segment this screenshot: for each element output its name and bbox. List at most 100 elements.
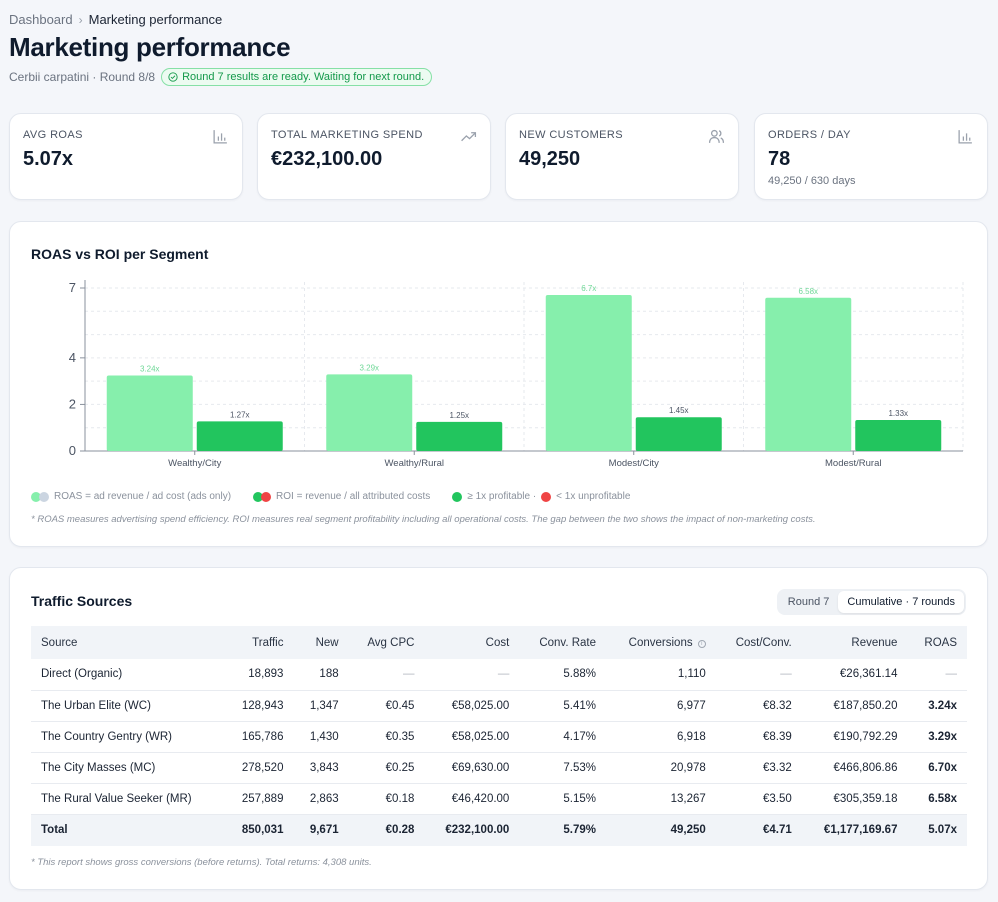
data-label: 3.29x bbox=[359, 363, 379, 372]
page-subtitle: Cerbii carpatini · Round 8/8 bbox=[9, 70, 156, 84]
data-label: 3.24x bbox=[140, 365, 160, 374]
table-row[interactable]: Direct (Organic) 18,893 188— —5.88% 1,110— €2… bbox=[31, 659, 967, 691]
col-header-conversions-label: Conversions bbox=[628, 636, 693, 649]
total-revenue: €1,177,169.67 bbox=[801, 814, 908, 846]
cell-traffic: 165,786 bbox=[223, 721, 294, 753]
cell-source: The Country Gentry (WR) bbox=[31, 721, 224, 753]
cell-cost-per-conv: €3.50 bbox=[715, 783, 802, 815]
chart-footnote: * ROAS measures advertising spend effici… bbox=[31, 514, 816, 525]
toggle-cumulative[interactable]: Cumulative · 7 rounds bbox=[838, 591, 964, 613]
roi-swatch-icon bbox=[253, 491, 272, 502]
cell-traffic: 128,943 bbox=[223, 690, 294, 722]
page-subtitle-row: Cerbii carpatini · Round 8/8 Round 7 res… bbox=[9, 68, 433, 86]
traffic-sources-table: Source Traffic New Avg CPC Cost Conv. Ra… bbox=[31, 626, 967, 846]
total-cost-per-conv: €4.71 bbox=[715, 814, 802, 846]
cell-avg-cpc: €0.45 bbox=[348, 690, 425, 722]
col-header-revenue[interactable]: Revenue bbox=[801, 626, 908, 659]
unprofitable-swatch-icon bbox=[541, 491, 552, 502]
total-avg-cpc: €0.28 bbox=[348, 814, 425, 846]
roas-swatch-icon bbox=[31, 491, 49, 502]
info-icon[interactable]: i bbox=[697, 639, 706, 648]
cell-cost: — bbox=[424, 659, 520, 691]
cell-revenue: €26,361.14 bbox=[801, 659, 908, 691]
data-label: 6.58x bbox=[798, 287, 818, 296]
kpi-card-total-spend: TOTAL MARKETING SPEND €232,100.00 bbox=[257, 113, 491, 200]
cell-revenue: €187,850.20 bbox=[801, 690, 908, 722]
roi-bar bbox=[635, 417, 722, 451]
cell-traffic: 278,520 bbox=[223, 752, 294, 784]
data-label: 1.27x bbox=[230, 410, 250, 419]
total-conv-rate: 5.79% bbox=[519, 814, 607, 846]
toggle-round-7[interactable]: Round 7 bbox=[787, 596, 830, 608]
cell-conv-rate: 5.88% bbox=[519, 659, 607, 691]
page-title: Marketing performance bbox=[9, 32, 291, 62]
col-header-new[interactable]: New bbox=[293, 626, 349, 659]
col-header-cost[interactable]: Cost bbox=[424, 626, 520, 659]
x-tick-label: Wealthy/City bbox=[168, 458, 221, 469]
trending-up-icon bbox=[461, 132, 477, 142]
cell-cost-per-conv: €8.39 bbox=[715, 721, 802, 753]
legend-profitable-label: ≥ 1x profitable · bbox=[467, 491, 537, 502]
table-row[interactable]: The Urban Elite (WC) 128,943 1,347 €0.45 €58… bbox=[31, 690, 967, 722]
roas-bar bbox=[765, 297, 852, 451]
cell-roas: 6.70x bbox=[907, 752, 967, 784]
col-header-avg-cpc[interactable]: Avg CPC bbox=[348, 626, 425, 659]
kpi-value: 5.07x bbox=[23, 148, 74, 170]
kpi-subtext: 49,250 / 630 days bbox=[768, 175, 856, 187]
table-row[interactable]: The Rural Value Seeker (MR) 257,889 2,863 €… bbox=[31, 783, 967, 815]
cell-conv-rate: 7.53% bbox=[519, 752, 607, 784]
total-traffic: 850,031 bbox=[223, 814, 294, 846]
cell-cost-per-conv: €3.32 bbox=[715, 752, 802, 784]
col-header-cost-per-conv[interactable]: Cost/Conv. bbox=[715, 626, 802, 659]
cell-new: 2,863 bbox=[293, 783, 349, 815]
roi-bar bbox=[196, 421, 283, 451]
y-tick-label: 2 bbox=[69, 396, 76, 411]
table-total-row: Total 850,031 9,671 €0.28 €232,100.00 5.79% 49… bbox=[31, 814, 967, 846]
breadcrumb-current: Marketing performance bbox=[88, 12, 223, 27]
cell-roas: 6.58x bbox=[907, 783, 967, 815]
cell-traffic: 257,889 bbox=[223, 783, 294, 815]
kpi-label: NEW CUSTOMERS bbox=[519, 129, 624, 141]
users-icon bbox=[708, 129, 725, 143]
col-header-conversions[interactable]: Conversions i bbox=[606, 626, 716, 659]
cell-conversions: 1,110 bbox=[606, 659, 716, 691]
cell-avg-cpc: €0.18 bbox=[348, 783, 425, 815]
kpi-label: TOTAL MARKETING SPEND bbox=[271, 129, 423, 141]
breadcrumb-dashboard-link[interactable]: Dashboard bbox=[9, 12, 73, 27]
status-text: Round 7 results are ready. Waiting for n… bbox=[182, 71, 425, 83]
kpi-card-avg-roas: AVG ROAS 5.07x bbox=[9, 113, 243, 200]
col-header-roas[interactable]: ROAS bbox=[907, 626, 967, 659]
cell-conv-rate: 5.41% bbox=[519, 690, 607, 722]
cell-conversions: 13,267 bbox=[606, 783, 716, 815]
cell-conversions: 6,977 bbox=[606, 690, 716, 722]
table-body: Direct (Organic) 18,893 188— —5.88% 1,110— €2… bbox=[31, 659, 967, 846]
col-header-conv-rate[interactable]: Conv. Rate bbox=[519, 626, 607, 659]
bar-chart-icon bbox=[958, 130, 972, 144]
table-row[interactable]: The City Masses (MC) 278,520 3,843 €0.25 €69… bbox=[31, 752, 967, 784]
col-header-source[interactable]: Source bbox=[31, 626, 224, 659]
total-source: Total bbox=[31, 814, 224, 846]
traffic-sources-card: Traffic Sources Round 7 Cumulative · 7 r… bbox=[9, 567, 988, 890]
col-header-traffic[interactable]: Traffic bbox=[223, 626, 294, 659]
roas-bar bbox=[545, 294, 632, 451]
cell-new: 188 bbox=[293, 659, 349, 691]
kpi-value: 78 bbox=[768, 148, 791, 170]
chevron-right-icon: › bbox=[78, 12, 83, 27]
y-tick-label: 7 bbox=[69, 280, 76, 295]
cell-conversions: 6,918 bbox=[606, 721, 716, 753]
x-tick-label: Modest/Rural bbox=[825, 458, 882, 469]
x-tick-label: Wealthy/Rural bbox=[385, 458, 445, 469]
y-tick-label: 4 bbox=[69, 350, 76, 365]
roas-bar bbox=[326, 374, 413, 451]
table-footnote: * This report shows gross conversions (b… bbox=[31, 857, 372, 868]
kpi-value: 49,250 bbox=[519, 148, 581, 170]
roas-roi-chart-card: ROAS vs ROI per Segment 0 2 4 7 3.24x 1.27x We… bbox=[9, 221, 988, 547]
table-title: Traffic Sources bbox=[31, 593, 133, 609]
kpi-label: ORDERS / DAY bbox=[768, 129, 851, 141]
table-row[interactable]: The Country Gentry (WR) 165,786 1,430 €0.35… bbox=[31, 721, 967, 753]
chart-legend: ROAS = ad revenue / ad cost (ads only) R… bbox=[31, 491, 630, 502]
status-badge: Round 7 results are ready. Waiting for n… bbox=[161, 68, 433, 86]
legend-item-profitability: ≥ 1x profitable · < 1x unprofitable bbox=[452, 491, 630, 502]
check-circle-icon bbox=[168, 72, 178, 82]
